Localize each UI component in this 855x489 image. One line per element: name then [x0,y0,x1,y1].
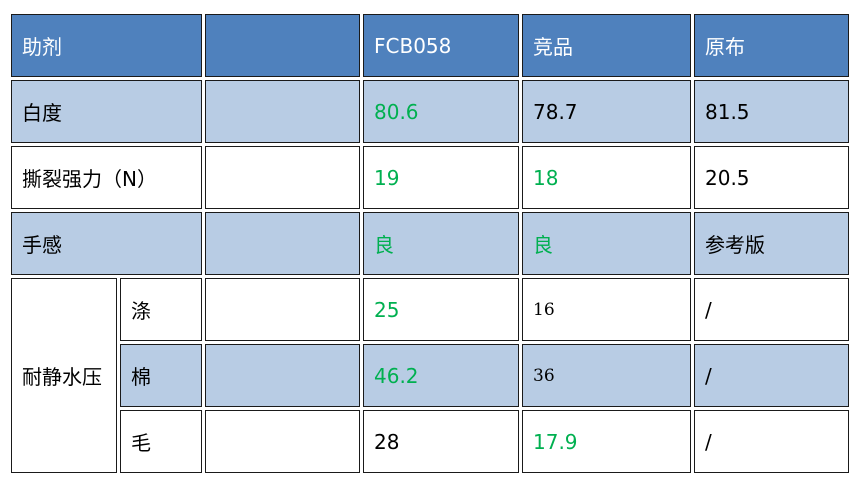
cell: 81.5 [694,80,849,143]
cell: / [694,410,849,473]
header-cell: 助剂 [11,14,202,77]
cell: 良 [522,212,691,275]
header-row: 助剂 FCB058 竞品 原布 [11,14,849,77]
group-label: 耐静水压 [11,278,117,473]
row-label: 撕裂强力（N） [11,146,202,209]
table-row: 撕裂强力（N） 19 18 20.5 [11,146,849,209]
empty-cell [205,14,360,77]
row-label: 毛 [120,410,202,473]
table-row: 白度 80.6 78.7 81.5 [11,80,849,143]
empty-cell [205,146,360,209]
row-label: 涤 [120,278,202,341]
cell: 28 [363,410,519,473]
row-label: 手感 [11,212,202,275]
cell: 19 [363,146,519,209]
table-row: 手感 良 良 参考版 [11,212,849,275]
cell: 80.6 [363,80,519,143]
data-table: 助剂 FCB058 竞品 原布 白度 80.6 78.7 81.5 撕裂强力（N… [8,11,852,476]
cell: 17.9 [522,410,691,473]
row-label: 白度 [11,80,202,143]
header-cell: 原布 [694,14,849,77]
table-row: 棉 46.2 36 / [11,344,849,407]
cell: 16 [522,278,691,341]
cell: / [694,278,849,341]
cell: / [694,344,849,407]
header-cell: 竞品 [522,14,691,77]
header-cell: FCB058 [363,14,519,77]
cell: 20.5 [694,146,849,209]
cell: 参考版 [694,212,849,275]
cell: 46.2 [363,344,519,407]
cell: 18 [522,146,691,209]
cell: 良 [363,212,519,275]
table-row: 耐静水压 涤 25 16 / [11,278,849,473]
empty-cell [205,410,360,473]
cell: 78.7 [522,80,691,143]
empty-cell [205,80,360,143]
row-label: 棉 [120,344,202,407]
cell: 36 [522,344,691,407]
cell: 25 [363,278,519,341]
table-row: 毛 28 17.9 / [11,410,849,473]
empty-cell [205,212,360,275]
empty-cell [205,344,360,407]
empty-cell [205,278,360,341]
